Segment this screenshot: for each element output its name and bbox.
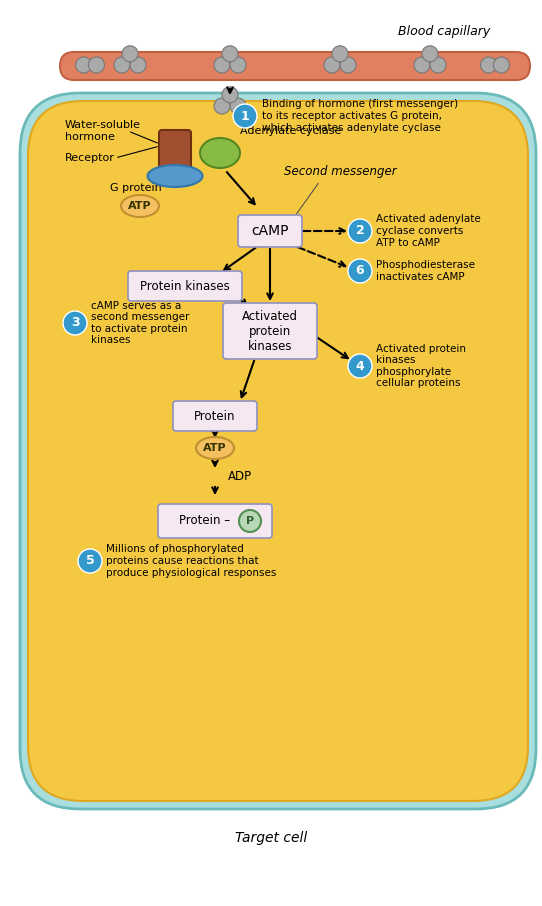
Ellipse shape — [121, 195, 159, 217]
Circle shape — [222, 87, 238, 102]
Circle shape — [63, 311, 87, 335]
Circle shape — [130, 57, 146, 73]
Text: Water-soluble
hormone: Water-soluble hormone — [65, 120, 141, 142]
Circle shape — [340, 57, 356, 73]
Text: Receptor: Receptor — [65, 153, 115, 163]
Text: 1: 1 — [241, 110, 249, 122]
Text: Activated protein
kinases
phosphorylate
cellular proteins: Activated protein kinases phosphorylate … — [376, 343, 466, 389]
Circle shape — [88, 57, 105, 73]
Circle shape — [348, 259, 372, 283]
FancyBboxPatch shape — [60, 52, 530, 80]
Text: Target cell: Target cell — [235, 831, 307, 845]
Circle shape — [214, 98, 230, 114]
Text: Activated
protein
kinases: Activated protein kinases — [242, 310, 298, 352]
Text: 6: 6 — [356, 265, 364, 277]
Circle shape — [430, 57, 446, 73]
Circle shape — [481, 57, 496, 73]
Text: Protein kinases: Protein kinases — [140, 279, 230, 293]
FancyBboxPatch shape — [128, 271, 242, 301]
Circle shape — [332, 46, 348, 62]
FancyBboxPatch shape — [20, 93, 536, 809]
Ellipse shape — [196, 437, 234, 459]
FancyBboxPatch shape — [238, 215, 302, 247]
Ellipse shape — [200, 138, 240, 168]
Text: ATP: ATP — [128, 201, 152, 211]
Text: Phosphodiesterase
inactivates cAMP: Phosphodiesterase inactivates cAMP — [376, 260, 475, 282]
Circle shape — [348, 354, 372, 378]
Text: ATP: ATP — [203, 443, 227, 453]
Text: Protein: Protein — [194, 410, 236, 422]
Circle shape — [230, 57, 246, 73]
Text: 3: 3 — [70, 316, 79, 330]
Text: ADP: ADP — [228, 469, 252, 483]
Text: Second messenger: Second messenger — [283, 165, 396, 178]
Circle shape — [422, 46, 438, 62]
Circle shape — [214, 57, 230, 73]
Circle shape — [78, 549, 102, 573]
Circle shape — [122, 46, 138, 62]
Text: Millions of phosphorylated
proteins cause reactions that
produce physiological r: Millions of phosphorylated proteins caus… — [106, 545, 276, 578]
Ellipse shape — [147, 165, 203, 187]
Text: Protein –: Protein – — [179, 515, 230, 527]
Circle shape — [348, 219, 372, 243]
Text: cAMP serves as a
second messenger
to activate protein
kinases: cAMP serves as a second messenger to act… — [91, 301, 189, 345]
Text: Binding of hormone (first messenger)
to its receptor activates G protein,
which : Binding of hormone (first messenger) to … — [262, 100, 458, 132]
Circle shape — [493, 57, 509, 73]
Text: 2: 2 — [356, 225, 364, 237]
Circle shape — [239, 510, 261, 532]
FancyBboxPatch shape — [173, 401, 257, 431]
Text: Blood capillary: Blood capillary — [398, 25, 490, 38]
FancyBboxPatch shape — [158, 504, 272, 538]
Text: G protein: G protein — [110, 183, 162, 193]
Text: Activated adenylate
cyclase converts
ATP to cAMP: Activated adenylate cyclase converts ATP… — [376, 215, 481, 247]
FancyBboxPatch shape — [159, 130, 191, 172]
Text: Adenylate cyclase: Adenylate cyclase — [240, 126, 341, 136]
Circle shape — [114, 57, 130, 73]
Circle shape — [75, 57, 92, 73]
FancyBboxPatch shape — [223, 303, 317, 359]
Circle shape — [324, 57, 340, 73]
Circle shape — [233, 104, 257, 128]
Circle shape — [414, 57, 430, 73]
Text: P: P — [246, 516, 254, 526]
Text: cAMP: cAMP — [251, 224, 289, 238]
Circle shape — [230, 98, 246, 114]
Text: 4: 4 — [356, 360, 364, 372]
FancyBboxPatch shape — [28, 101, 528, 801]
Circle shape — [222, 46, 238, 62]
Text: 5: 5 — [86, 554, 94, 567]
